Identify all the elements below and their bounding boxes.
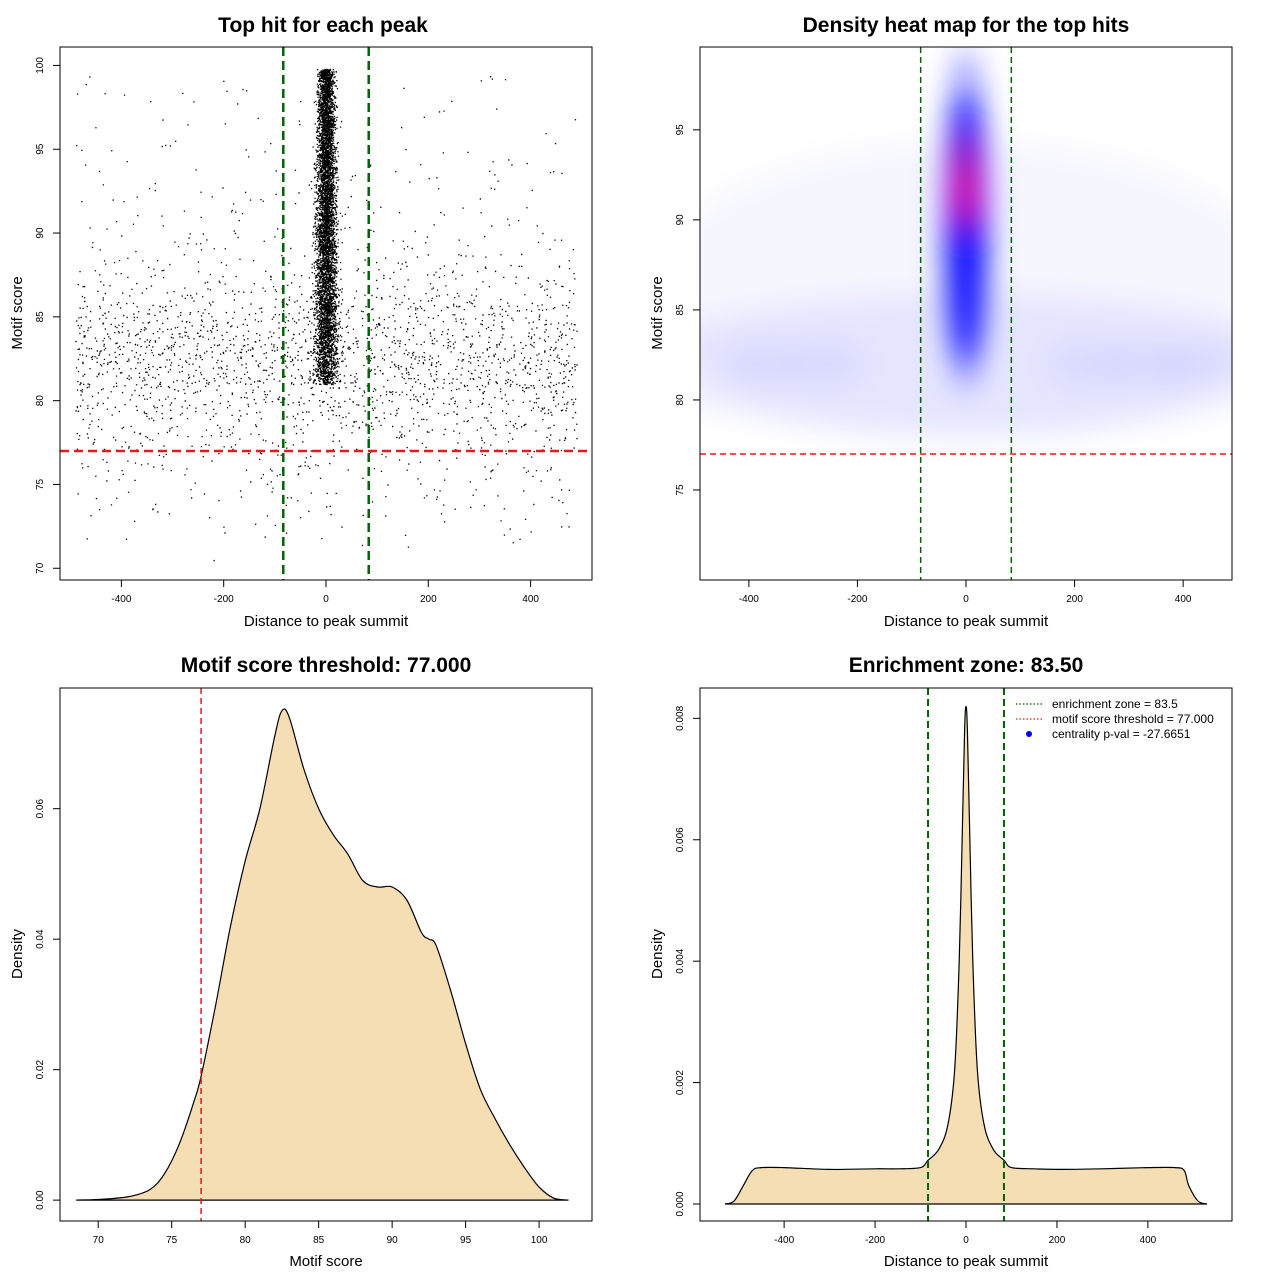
score-density-y-axis-label: Density	[9, 928, 26, 979]
scatter-points	[75, 68, 578, 562]
x-tick-label: 85	[313, 1235, 325, 1246]
distance-density-y-axis: 0.000 0.002 0.004 0.006 0.008	[675, 705, 701, 1217]
x-tick-label: 95	[460, 1235, 472, 1246]
x-tick-label: 90	[387, 1235, 399, 1246]
heatmap-y-axis: 75 80 85 90 95	[675, 124, 701, 496]
distance-density-curve	[724, 705, 1208, 1205]
x-tick-label: 200	[1049, 1235, 1066, 1246]
y-tick-label: 90	[675, 214, 686, 226]
score-density-curve	[76, 708, 569, 1201]
x-tick-label: -400	[111, 594, 131, 605]
legend-centrality-point	[1026, 731, 1032, 737]
score-density-x-axis: 70 75 80 85 90 95 100	[93, 1220, 548, 1246]
heatmap-background-blob	[719, 341, 800, 386]
x-tick-label: 80	[240, 1235, 252, 1246]
x-tick-label: 400	[1175, 594, 1192, 605]
y-tick-label: 80	[675, 394, 686, 406]
x-tick-label: -200	[847, 594, 867, 605]
score-density-x-axis-label: Motif score	[289, 1253, 362, 1270]
legend-enrichment-zone-label: enrichment zone = 83.5	[1052, 697, 1178, 711]
heatmap-y-axis-label: Motif score	[649, 276, 666, 349]
y-tick-label: 0.04	[35, 929, 46, 949]
x-tick-label: 0	[963, 594, 969, 605]
scatter-y-axis-label: Motif score	[9, 276, 26, 349]
scatter-point-cloud	[75, 68, 578, 562]
y-tick-label: 0.000	[675, 1191, 686, 1216]
legend-threshold-label: motif score threshold = 77.000	[1052, 712, 1214, 726]
x-tick-label: 200	[420, 594, 437, 605]
heatmap-x-axis-label: Distance to peak summit	[884, 613, 1049, 630]
scatter-x-axis-label: Distance to peak summit	[244, 613, 409, 630]
scatter-x-axis: -400 -200 0 200 400	[111, 579, 539, 605]
score-density-y-axis: 0.00 0.02 0.04 0.06	[35, 799, 61, 1210]
y-tick-label: 75	[675, 484, 686, 496]
scatter-y-axis: 70 75 80 85 90 95 100	[35, 57, 61, 574]
y-tick-label: 95	[35, 143, 46, 155]
y-tick-label: 0.006	[675, 827, 686, 852]
y-tick-label: 0.004	[675, 948, 686, 973]
y-tick-label: 100	[35, 57, 46, 74]
x-tick-label: 70	[93, 1235, 105, 1246]
panel-score-density: Motif score threshold: 77.000 70 75 80 85 90…	[9, 654, 593, 1270]
legend-centrality-label: centrality p-val = -27.6651	[1052, 727, 1191, 741]
heatmap-peak	[958, 166, 974, 219]
x-tick-label: 200	[1066, 594, 1083, 605]
scatter-title: Top hit for each peak	[218, 14, 428, 37]
x-tick-label: -400	[774, 1235, 794, 1246]
y-tick-label: 0.002	[675, 1070, 686, 1095]
y-tick-label: 0.06	[35, 799, 46, 819]
x-tick-label: -200	[214, 594, 234, 605]
y-tick-label: 70	[35, 562, 46, 574]
x-tick-label: 75	[166, 1235, 178, 1246]
y-tick-label: 0.02	[35, 1059, 46, 1079]
heatmap-background-blob	[1045, 341, 1126, 386]
x-tick-label: 400	[522, 594, 539, 605]
x-tick-label: 0	[323, 594, 329, 605]
y-tick-label: 0.00	[35, 1190, 46, 1210]
heatmap-background-blob	[784, 341, 865, 386]
heatmap-density	[700, 47, 1232, 580]
panel-distance-density: Enrichment zone: 83.50 -400 -200 0 200 400 0…	[649, 654, 1233, 1270]
x-tick-label: 100	[531, 1235, 548, 1246]
distance-density-x-axis: -400 -200 0 200 400	[774, 1220, 1157, 1246]
heatmap-x-axis: -400 -200 0 200 400	[739, 579, 1192, 605]
distance-density-x-axis-label: Distance to peak summit	[884, 1253, 1049, 1270]
x-tick-label: -400	[739, 594, 759, 605]
panel-scatter: Top hit for each peak -400 -200 0 200 400 70…	[9, 14, 593, 630]
y-tick-label: 0.008	[675, 705, 686, 730]
x-tick-label: -200	[865, 1235, 885, 1246]
heatmap-reference-lines	[700, 47, 1232, 580]
distance-density-y-axis-label: Density	[649, 928, 666, 979]
panel-heatmap: Density heat map for the top hits -400 -2…	[649, 14, 1233, 630]
distance-density-title: Enrichment zone: 83.50	[849, 654, 1084, 677]
distance-density-legend: enrichment zone = 83.5 motif score thres…	[1016, 697, 1214, 741]
distance-density-zone-lines	[927, 688, 1005, 1221]
y-tick-label: 75	[35, 478, 46, 490]
heatmap-title: Density heat map for the top hits	[803, 14, 1130, 37]
y-tick-label: 80	[35, 395, 46, 407]
y-tick-label: 85	[675, 304, 686, 316]
score-density-title: Motif score threshold: 77.000	[181, 654, 472, 677]
y-tick-label: 90	[35, 227, 46, 239]
scatter-reference-lines	[60, 47, 592, 580]
y-tick-label: 95	[675, 124, 686, 136]
heatmap-background-blob	[1159, 341, 1232, 386]
y-tick-label: 85	[35, 311, 46, 323]
x-tick-label: 400	[1140, 1235, 1157, 1246]
x-tick-label: 0	[963, 1235, 969, 1246]
